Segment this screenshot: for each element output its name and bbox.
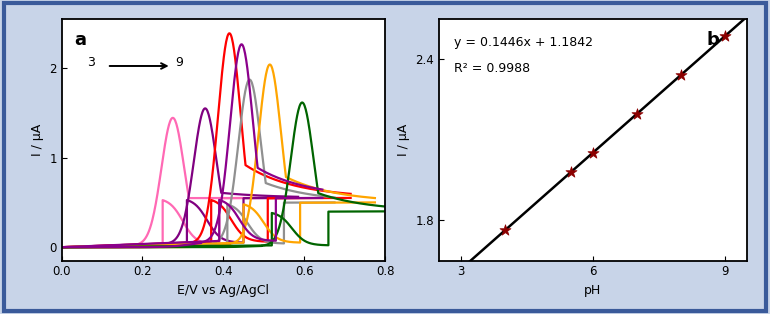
Point [587,150,599,155]
Y-axis label: I / μA: I / μA [31,124,44,156]
Text: 9: 9 [175,56,182,69]
Point [675,73,687,78]
Point [631,111,643,116]
Text: R² = 0.9988: R² = 0.9988 [454,62,531,75]
Y-axis label: I / μA: I / μA [397,124,410,156]
Text: 3: 3 [88,56,95,69]
Point [499,228,511,233]
Point [455,267,467,272]
Point [564,170,577,175]
X-axis label: pH: pH [584,284,601,297]
X-axis label: E/V vs Ag/AgCl: E/V vs Ag/AgCl [177,284,270,297]
Text: a: a [75,31,86,49]
Text: y = 0.1446x + 1.1842: y = 0.1446x + 1.1842 [454,36,594,49]
Text: b: b [707,31,720,49]
Point [718,34,731,39]
